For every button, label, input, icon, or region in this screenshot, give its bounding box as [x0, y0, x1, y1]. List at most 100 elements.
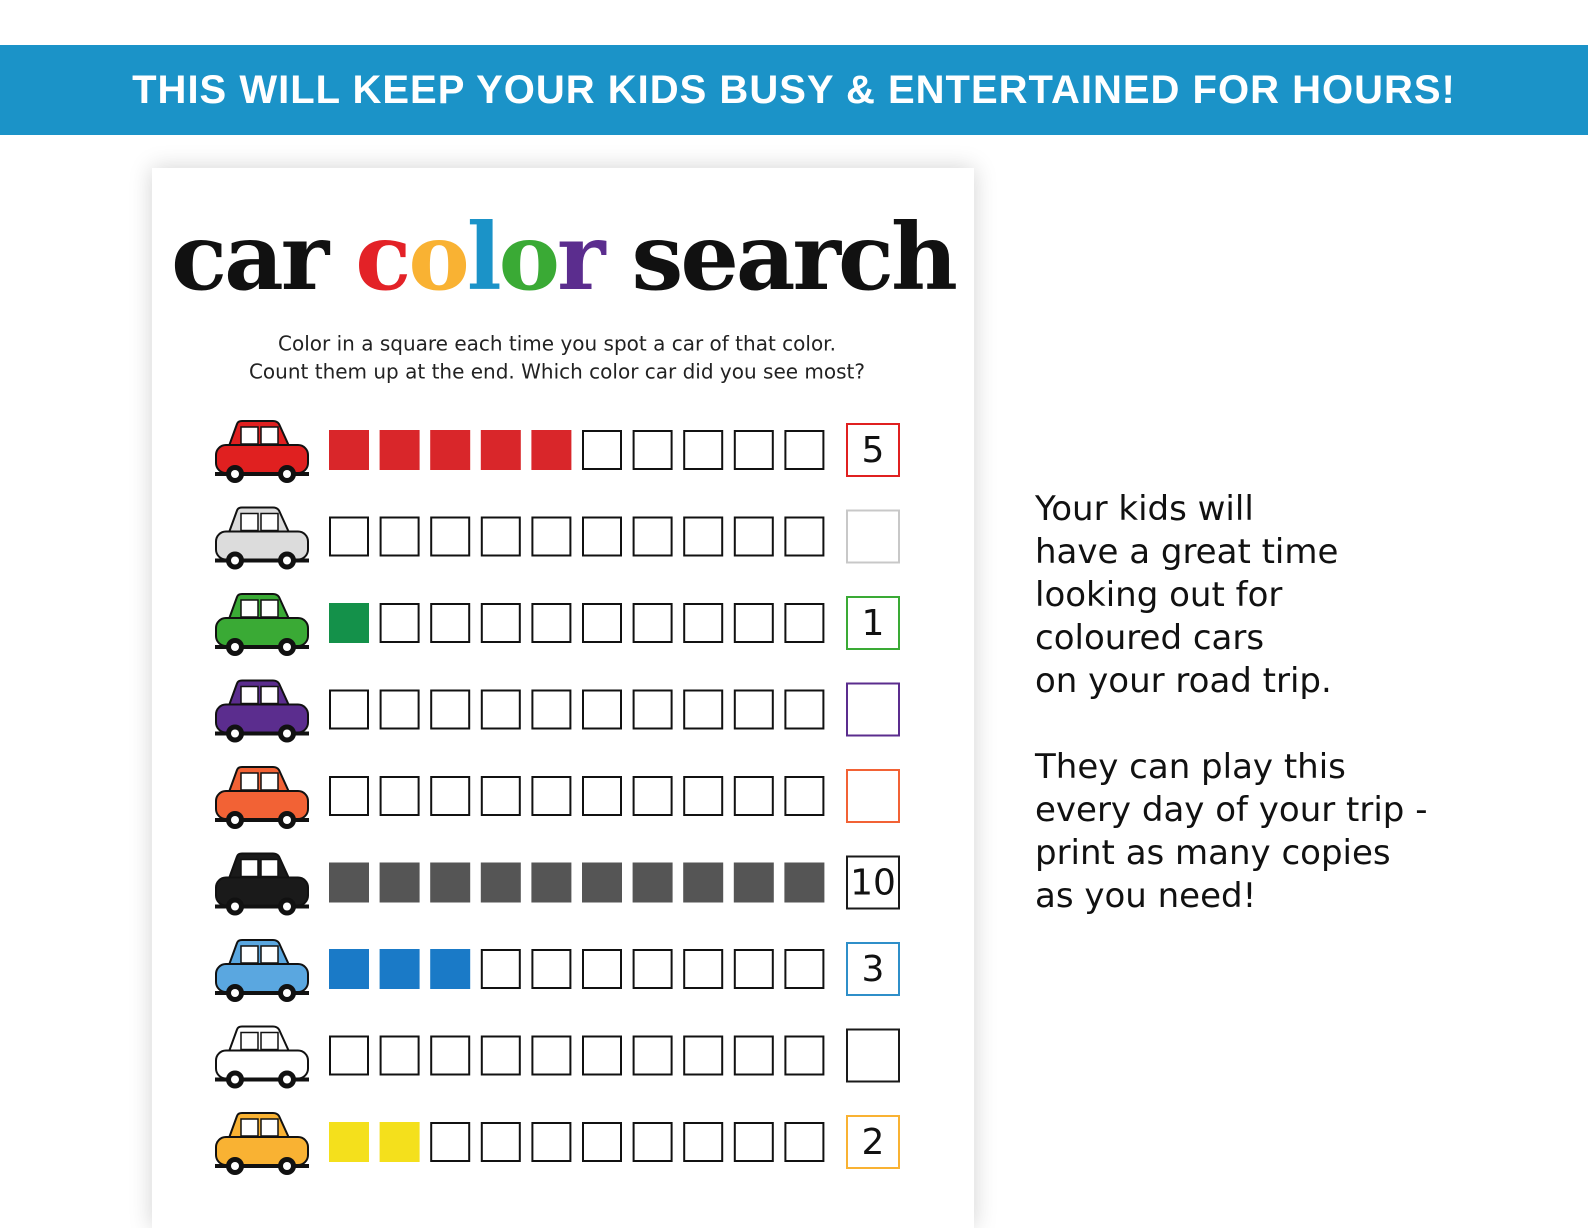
car-cabin	[227, 1112, 291, 1139]
filled-square	[430, 949, 471, 989]
side-line: on your road trip.	[1035, 661, 1332, 701]
empty-square	[784, 689, 825, 730]
title-part: r	[557, 203, 607, 311]
empty-square	[480, 1035, 521, 1076]
car-icon	[215, 593, 309, 656]
car-window	[260, 685, 279, 705]
side-line: Your kids will	[1035, 489, 1254, 529]
car-hub	[231, 1162, 239, 1170]
empty-square	[733, 776, 774, 816]
car-hub	[231, 1075, 239, 1084]
empty-square	[379, 603, 420, 643]
empty-square	[379, 776, 420, 816]
car-cabin	[227, 1025, 291, 1053]
empty-square	[480, 1122, 521, 1162]
empty-square	[582, 1122, 622, 1162]
title-part: car	[171, 203, 355, 311]
car-window	[240, 426, 259, 445]
filled-square	[379, 949, 420, 989]
filled-square	[480, 430, 521, 470]
empty-square	[430, 1035, 471, 1076]
empty-square	[683, 949, 724, 989]
empty-square	[582, 1035, 622, 1076]
car-window	[240, 512, 259, 532]
car-hub	[231, 989, 239, 997]
empty-square	[683, 776, 724, 816]
empty-square	[632, 1122, 673, 1162]
car-cabin	[227, 679, 291, 707]
empty-square	[733, 430, 774, 470]
empty-square	[329, 1035, 369, 1076]
car-window	[260, 1031, 279, 1051]
empty-square	[531, 776, 572, 816]
filled-square	[379, 430, 420, 470]
title-part: c	[355, 203, 408, 311]
filled-square	[683, 862, 724, 903]
car-hub	[283, 902, 291, 911]
empty-square	[480, 516, 521, 557]
empty-square	[733, 949, 774, 989]
filled-square	[733, 862, 774, 903]
car-cabin	[227, 939, 291, 966]
side-paragraph: They can play this every day of your trip…	[1035, 746, 1427, 918]
title-part: o	[499, 203, 557, 311]
car-cabin	[227, 852, 291, 880]
empty-square	[582, 776, 622, 816]
empty-square	[632, 603, 673, 643]
empty-square	[329, 776, 369, 816]
car-hub	[231, 729, 239, 738]
car-hub	[231, 816, 239, 824]
empty-square	[784, 603, 825, 643]
empty-square	[480, 949, 521, 989]
empty-square	[632, 516, 673, 557]
count-label: 10	[850, 863, 896, 904]
empty-square	[379, 1035, 420, 1076]
instruction: Count them up at the end. Which color ca…	[249, 360, 865, 384]
empty-square	[582, 949, 622, 989]
empty-square	[480, 603, 521, 643]
empty-square	[531, 603, 572, 643]
filled-square	[784, 862, 825, 903]
title-part: l	[467, 203, 500, 311]
empty-square	[632, 1035, 673, 1076]
empty-square	[733, 1122, 774, 1162]
car-hub	[283, 556, 291, 565]
car-cabin	[227, 420, 291, 447]
filled-square	[329, 1122, 369, 1162]
side-line: have a great time	[1035, 532, 1339, 572]
filled-square	[531, 430, 572, 470]
car-window	[240, 945, 259, 964]
title: car color search	[171, 203, 956, 311]
title-part: o	[408, 203, 466, 311]
instruction: Color in a square each time you spot a c…	[278, 332, 836, 356]
count-label: 2	[862, 1122, 885, 1163]
empty-square	[632, 776, 673, 816]
filled-square	[582, 862, 622, 903]
empty-square	[430, 776, 471, 816]
empty-square	[784, 430, 825, 470]
car-icon	[215, 939, 309, 1002]
side-paragraph: Your kids will have a great time looking o…	[1035, 488, 1427, 703]
car-hub	[283, 1162, 291, 1170]
side-text: Your kids will have a great time looking o…	[1035, 488, 1427, 961]
car-icon	[215, 852, 309, 916]
count-box	[846, 682, 900, 737]
count-box	[846, 423, 900, 477]
empty-square	[329, 689, 369, 730]
count-label: 1	[862, 603, 885, 644]
filled-square	[632, 862, 673, 903]
count-box	[846, 942, 900, 996]
car-hub	[231, 643, 239, 651]
car-window	[260, 772, 279, 791]
filled-square	[430, 862, 471, 903]
side-line: coloured cars	[1035, 618, 1265, 658]
empty-square	[531, 516, 572, 557]
car-icon	[215, 506, 309, 570]
filled-square	[329, 430, 369, 470]
empty-square	[582, 603, 622, 643]
car-window	[260, 512, 279, 532]
car-window	[260, 426, 279, 445]
empty-square	[379, 689, 420, 730]
empty-square	[632, 430, 673, 470]
